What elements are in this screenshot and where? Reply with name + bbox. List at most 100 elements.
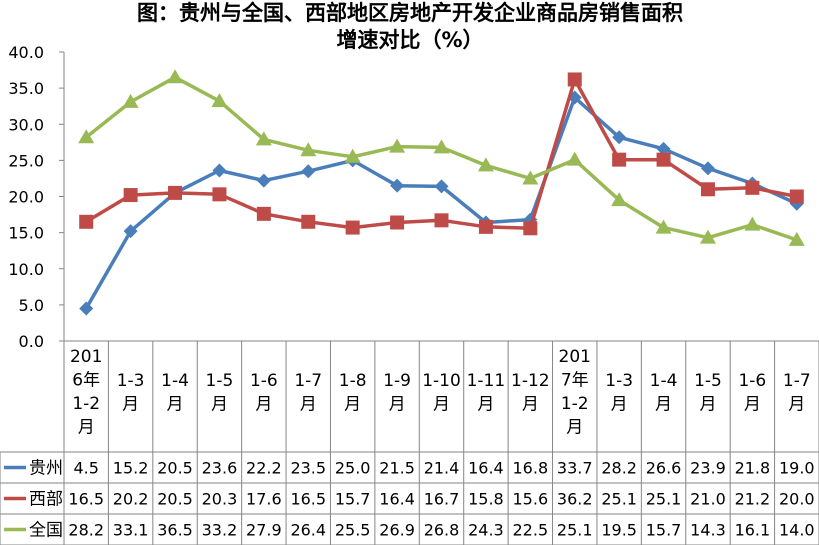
- y-tick-label: 15.0: [8, 224, 44, 243]
- y-tick-label: 35.0: [8, 79, 44, 98]
- chart-title-line2: 增速对比（%）: [336, 28, 483, 52]
- data-point: [566, 151, 583, 166]
- y-tick-label: 5.0: [19, 296, 44, 315]
- data-point: [567, 72, 582, 87]
- data-point: [477, 157, 494, 172]
- table-cell: 21.5: [379, 459, 415, 478]
- data-point: [745, 180, 760, 195]
- data-point: [700, 161, 715, 176]
- table-cell: 26.9: [379, 521, 415, 540]
- data-point: [478, 219, 493, 234]
- table-cell: 16.4: [468, 459, 504, 478]
- series-1: [79, 72, 804, 236]
- data-point: [255, 131, 272, 146]
- data-point: [301, 164, 316, 179]
- y-tick-label: 40.0: [8, 43, 44, 62]
- table-cell: 20.2: [113, 490, 149, 509]
- data-point: [434, 213, 449, 228]
- table-cell: 22.2: [246, 459, 282, 478]
- data-point: [656, 152, 671, 167]
- table-cell: 15.8: [468, 490, 504, 509]
- series-line: [84, 95, 798, 310]
- y-tick-label: 0.0: [19, 332, 44, 351]
- y-tick-label: 10.0: [8, 260, 44, 279]
- data-point: [167, 69, 184, 84]
- category-labels: 201 6年 1-2 月 1-3 月 1-4 月 1-5 月 1-6 月 1-7 月 1-8 月 1-9 月 1-1…: [70, 347, 811, 438]
- data-point: [789, 189, 804, 204]
- table-cell: 16.4: [379, 490, 415, 509]
- table-cell: 24.3: [468, 521, 504, 540]
- y-axis: 0.0 5.0 10.0 15.0 20.0 25.0 30.0 35.0 40.0: [8, 43, 65, 351]
- table-cell: 16.5: [290, 490, 326, 509]
- category-label: 1-10 月: [422, 371, 461, 415]
- data-point: [389, 138, 406, 153]
- table-cell: 4.5: [73, 459, 98, 478]
- series-2: [78, 69, 805, 246]
- data-point: [123, 224, 138, 239]
- data-point: [344, 148, 361, 163]
- data-point: [612, 130, 627, 145]
- data-point: [699, 229, 716, 244]
- data-point: [122, 93, 139, 108]
- category-label: 1-7 月: [783, 371, 811, 415]
- table-cell: 27.9: [246, 521, 282, 540]
- y-tick-label: 25.0: [8, 151, 44, 170]
- table-cell: 23.6: [202, 459, 238, 478]
- data-point: [655, 219, 672, 234]
- table-cell: 26.8: [424, 521, 460, 540]
- table-cell: 16.8: [513, 459, 549, 478]
- data-table: 贵州 4.5 15.2 20.5 23.6 22.2 23.5 25.0 21.5 21.4 16.…: [4, 459, 815, 541]
- table-cell: 22.5: [513, 521, 549, 540]
- category-label: 1-5 月: [694, 371, 722, 415]
- table-cell: 26.4: [290, 521, 326, 540]
- category-label: 1-6 月: [250, 371, 278, 415]
- table-cell: 19.0: [779, 459, 815, 478]
- table-cell: 15.7: [646, 521, 682, 540]
- table-cell: 16.1: [735, 521, 771, 540]
- data-point: [434, 179, 449, 194]
- data-point: [611, 192, 628, 207]
- table-cell: 15.6: [513, 490, 549, 509]
- table-cell: 21.4: [424, 459, 460, 478]
- category-label: 1-3 月: [117, 371, 145, 415]
- table-cell: 15.2: [113, 459, 149, 478]
- chart-title-line1: 图：贵州与全国、西部地区房地产开发企业商品房销售面积: [137, 1, 683, 25]
- data-point: [523, 221, 538, 236]
- data-point: [123, 188, 138, 203]
- legend-label: 西部: [29, 490, 63, 510]
- legend-label: 贵州: [29, 459, 63, 479]
- table-cell: 23.5: [290, 459, 326, 478]
- table-grid: [0, 340, 819, 545]
- table-cell: 33.2: [202, 521, 238, 540]
- table-cell: 20.5: [157, 459, 193, 478]
- data-point: [211, 93, 228, 108]
- y-tick-label: 30.0: [8, 115, 44, 134]
- category-label: 1-8 月: [339, 371, 367, 415]
- data-point: [612, 152, 627, 167]
- category-label: 1-4 月: [650, 371, 678, 415]
- data-point: [300, 142, 317, 157]
- category-label: 201 7年 1-2 月: [559, 347, 591, 438]
- data-point: [700, 182, 715, 197]
- data-point: [522, 170, 539, 185]
- table-cell: 25.1: [646, 490, 682, 509]
- table-cell: 14.0: [779, 521, 815, 540]
- data-point: [212, 187, 227, 202]
- series-0: [79, 90, 804, 316]
- table-cell: 23.9: [690, 459, 726, 478]
- table-cell: 16.5: [68, 490, 104, 509]
- table-cell: 33.1: [113, 521, 149, 540]
- table-cell: 17.6: [246, 490, 282, 509]
- table-cell: 20.0: [779, 490, 815, 509]
- data-point: [79, 301, 94, 316]
- table-cell: 21.0: [690, 490, 726, 509]
- series-lines: [78, 69, 805, 316]
- data-point: [212, 163, 227, 178]
- data-point: [79, 214, 94, 229]
- table-cell: 20.5: [157, 490, 193, 509]
- category-label: 1-6 月: [738, 371, 766, 415]
- data-point: [788, 231, 805, 246]
- table-cell: 28.2: [601, 459, 637, 478]
- table-cell: 19.5: [601, 521, 637, 540]
